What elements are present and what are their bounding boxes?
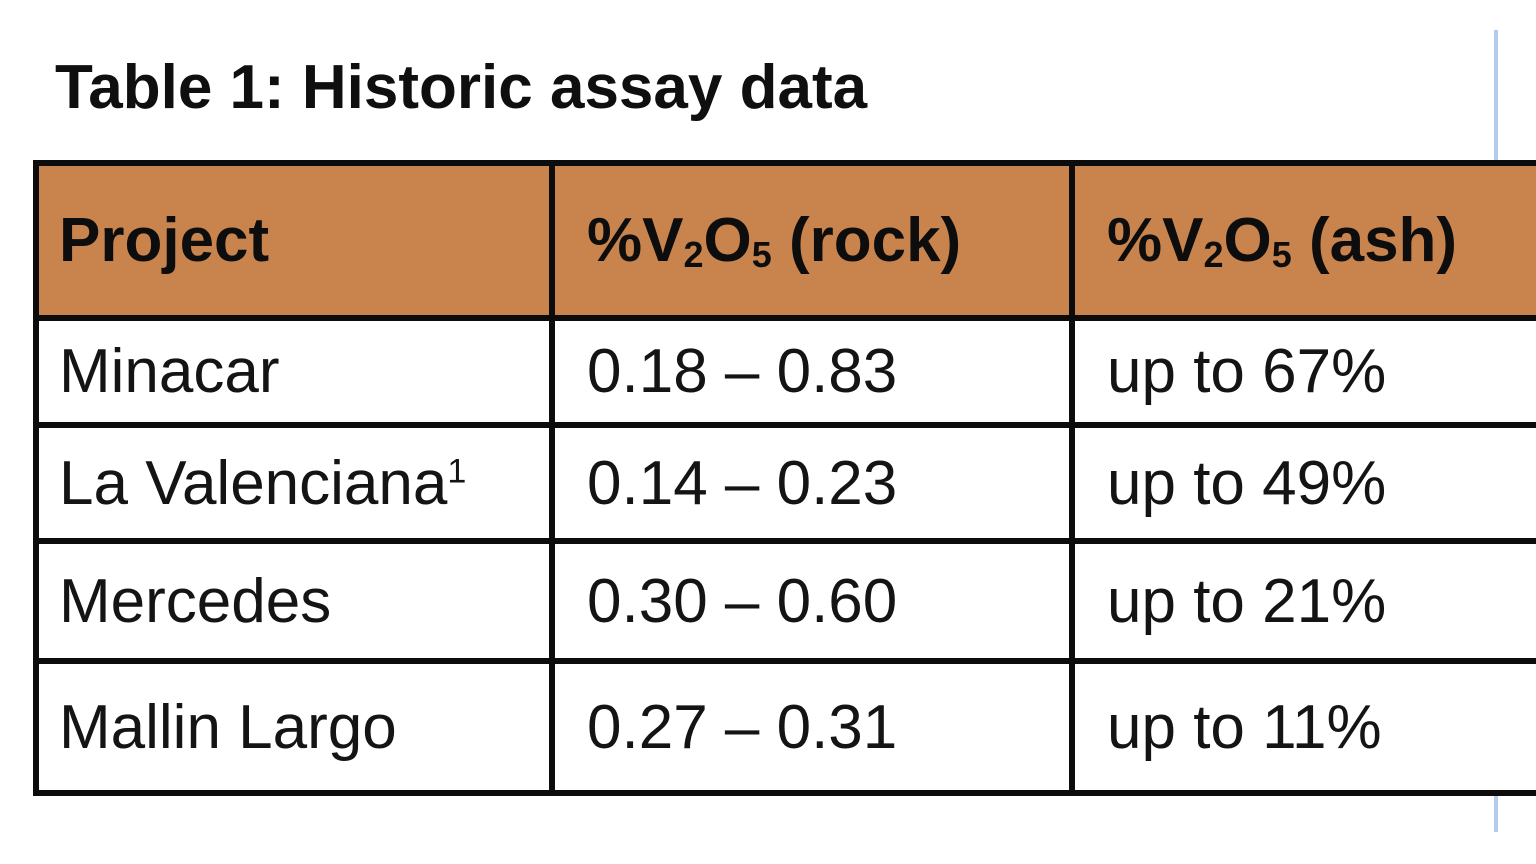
project-name: Mallin Largo	[59, 692, 397, 762]
cell-project: Mallin Largo	[33, 658, 555, 796]
header-cell-project: Project	[33, 160, 555, 321]
page-title: Table 1: Historic assay data	[55, 53, 868, 122]
header-project-label: Project	[59, 206, 270, 275]
chem-subscript: 2	[1203, 234, 1224, 276]
rock-value: 0.18 – 0.83	[587, 337, 898, 406]
ash-value: up to 49%	[1107, 448, 1387, 518]
header-cell-rock: %V2O5 (rock)	[549, 160, 1075, 321]
ash-value: up to 21%	[1107, 566, 1387, 636]
project-name: Minacar	[59, 337, 280, 406]
table-row: Mallin Largo 0.27 – 0.31 up to 11%	[33, 658, 1536, 796]
assay-table: Project %V2O5 (rock) %V2O5 (ash) Minacar	[33, 160, 1536, 796]
cell-project: La Valenciana1	[33, 422, 555, 544]
cell-rock: 0.27 – 0.31	[549, 658, 1075, 796]
table-row: Mercedes 0.30 – 0.60 up to 21%	[33, 538, 1536, 664]
cell-ash: up to 49%	[1069, 422, 1536, 544]
chem-subscript: 2	[683, 234, 704, 276]
chem-formula: %V2O5 (ash)	[1107, 206, 1458, 276]
project-name: La Valenciana	[59, 448, 448, 518]
ash-value: up to 67%	[1107, 337, 1387, 406]
header-ash-suffix: (ash)	[1291, 206, 1458, 275]
footnote-superscript: 1	[447, 451, 467, 490]
header-cell-ash: %V2O5 (ash)	[1069, 160, 1536, 321]
cell-rock: 0.14 – 0.23	[549, 422, 1075, 544]
rock-value: 0.30 – 0.60	[587, 566, 898, 636]
project-name: Mercedes	[59, 566, 332, 636]
table-row: Minacar 0.18 – 0.83 up to 67%	[33, 315, 1536, 428]
chem-formula: %V2O5 (rock)	[587, 206, 962, 276]
cell-ash: up to 67%	[1069, 315, 1536, 428]
rock-value: 0.14 – 0.23	[587, 448, 898, 518]
cell-rock: 0.18 – 0.83	[549, 315, 1075, 428]
header-row: Project %V2O5 (rock) %V2O5 (ash)	[33, 160, 1536, 321]
cell-project: Minacar	[33, 315, 555, 428]
header-rock-suffix: (rock)	[771, 206, 962, 275]
cell-ash: up to 21%	[1069, 538, 1536, 664]
cell-rock: 0.30 – 0.60	[549, 538, 1075, 664]
chem-subscript: 5	[751, 234, 772, 276]
rock-value: 0.27 – 0.31	[587, 692, 898, 762]
cell-ash: up to 11%	[1069, 658, 1536, 796]
ash-value: up to 11%	[1107, 692, 1382, 762]
chem-subscript: 5	[1271, 234, 1292, 276]
cell-project: Mercedes	[33, 538, 555, 664]
table-row: La Valenciana1 0.14 – 0.23 up to 49%	[33, 422, 1536, 544]
assay-table-container: Project %V2O5 (rock) %V2O5 (ash) Minacar	[33, 160, 1536, 796]
